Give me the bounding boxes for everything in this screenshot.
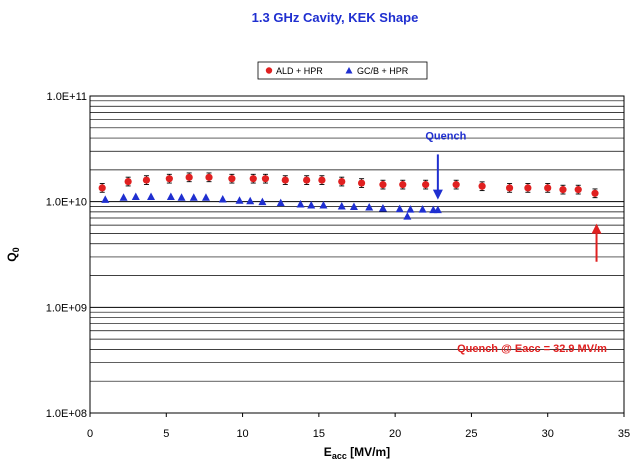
data-point-gcb-hpr: [349, 202, 358, 211]
data-point-ald-hpr: [559, 186, 567, 194]
data-point-ald-hpr: [249, 175, 257, 183]
x-tick-label: 25: [465, 428, 477, 440]
legend-label-ald-hpr: ALD + HPR: [276, 66, 323, 76]
data-point-ald-hpr: [544, 184, 552, 192]
data-points: [98, 173, 599, 220]
data-point-ald-hpr: [379, 181, 387, 189]
data-point-gcb-hpr: [235, 196, 244, 204]
data-point-ald-hpr: [478, 182, 486, 190]
data-point-ald-hpr: [452, 181, 460, 189]
legend-frame: [257, 61, 428, 80]
chart-title: 1.3 GHz Cavity, KEK Shape: [252, 10, 419, 25]
data-point-gcb-hpr: [166, 192, 175, 200]
y-tick-label: 1.0E+09: [46, 302, 87, 314]
annotation-quench-label: Quench: [425, 130, 466, 142]
data-point-gcb-hpr: [307, 200, 316, 209]
x-tick-label: 15: [313, 428, 325, 440]
data-point-gcb-hpr: [189, 193, 198, 201]
data-point-gcb-hpr: [177, 193, 186, 201]
data-point-gcb-hpr: [218, 194, 227, 203]
x-tick-label: 35: [618, 428, 630, 440]
data-point-ald-hpr: [591, 189, 599, 197]
x-tick-label: 5: [163, 428, 169, 440]
data-point-gcb-hpr: [246, 196, 255, 205]
x-tick-label: 10: [236, 428, 248, 440]
x-axis-label-unit: [MV/m]: [347, 445, 390, 459]
data-point-gcb-hpr: [337, 201, 346, 210]
x-tick-label: 20: [389, 428, 401, 440]
legend-label-gcb-hpr: GC/B + HPR: [357, 66, 409, 76]
x-tick-label: 0: [87, 428, 93, 440]
data-point-ald-hpr: [318, 176, 326, 184]
legend-marker-gcb-hpr: [345, 67, 353, 74]
data-point-gcb-hpr: [119, 193, 128, 201]
y-axis-label-sub: 0: [11, 247, 21, 252]
x-axis-label: Eacc [MV/m]: [324, 445, 390, 461]
data-point-ald-hpr: [142, 176, 151, 184]
data-point-gcb-hpr: [296, 200, 305, 208]
y-tick-label: 1.0E+11: [47, 91, 87, 103]
data-point-gcb-hpr: [201, 193, 210, 201]
data-point-gcb-hpr: [147, 192, 156, 200]
data-point-ald-hpr: [574, 186, 582, 194]
data-point-ald-hpr: [505, 184, 514, 192]
data-point-gcb-hpr: [406, 205, 415, 213]
data-point-gcb-hpr: [258, 197, 267, 206]
data-point-ald-hpr: [124, 177, 132, 186]
x-axis-label-main: E: [324, 445, 332, 459]
data-point-ald-hpr: [399, 181, 407, 189]
data-point-ald-hpr: [357, 179, 366, 187]
data-point-ald-hpr: [165, 175, 173, 183]
axis-ticks: 0 5 10 15 20 25 30 35 1.0E+08 1.0E+09 1.0E+10 1.0E+…: [46, 91, 630, 440]
data-point-gcb-hpr: [418, 205, 427, 213]
data-point-ald-hpr: [338, 177, 346, 186]
annotation-red-quench-label: Quench @ Eacc = 32.9 MV/m: [457, 343, 607, 355]
gridlines: [90, 100, 624, 382]
data-point-ald-hpr: [261, 175, 270, 183]
data-point-gcb-hpr: [101, 195, 110, 203]
data-point-gcb-hpr: [365, 203, 374, 211]
data-point-gcb-hpr: [131, 192, 140, 200]
x-axis-label-sub: acc: [332, 451, 347, 461]
annotation-red-quench-arrow-head: [591, 223, 602, 234]
y-tick-label: 1.0E+08: [46, 408, 87, 420]
data-point-gcb-hpr: [433, 205, 442, 214]
y-tick-label: 1.0E+10: [46, 197, 87, 209]
y-axis-label: Q0: [5, 247, 21, 261]
error-bars: [99, 172, 598, 199]
annotation-quench-arrow-head: [432, 189, 443, 200]
data-point-ald-hpr: [98, 184, 106, 192]
plot-frame: [89, 95, 625, 414]
data-point-ald-hpr: [205, 173, 213, 181]
data-point-ald-hpr: [524, 184, 532, 192]
data-point-ald-hpr: [281, 176, 289, 184]
data-point-gcb-hpr: [319, 200, 328, 209]
annotations: Quench Quench @ Eacc = 32.9 MV/m: [425, 130, 607, 355]
data-point-ald-hpr: [303, 176, 311, 184]
data-point-ald-hpr: [422, 181, 430, 189]
data-point-gcb-hpr: [395, 204, 404, 213]
data-point-gcb-hpr: [276, 198, 285, 207]
y-axis-label-main: Q: [5, 252, 19, 261]
data-point-gcb-hpr: [378, 204, 387, 212]
data-point-gcb-hpr: [403, 212, 412, 220]
data-point-ald-hpr: [228, 175, 236, 183]
data-point-ald-hpr: [185, 173, 193, 181]
x-tick-label: 30: [542, 428, 554, 440]
legend-marker-ald-hpr: [265, 67, 273, 74]
legend: ALD + HPR GC/B + HPR: [257, 61, 428, 80]
